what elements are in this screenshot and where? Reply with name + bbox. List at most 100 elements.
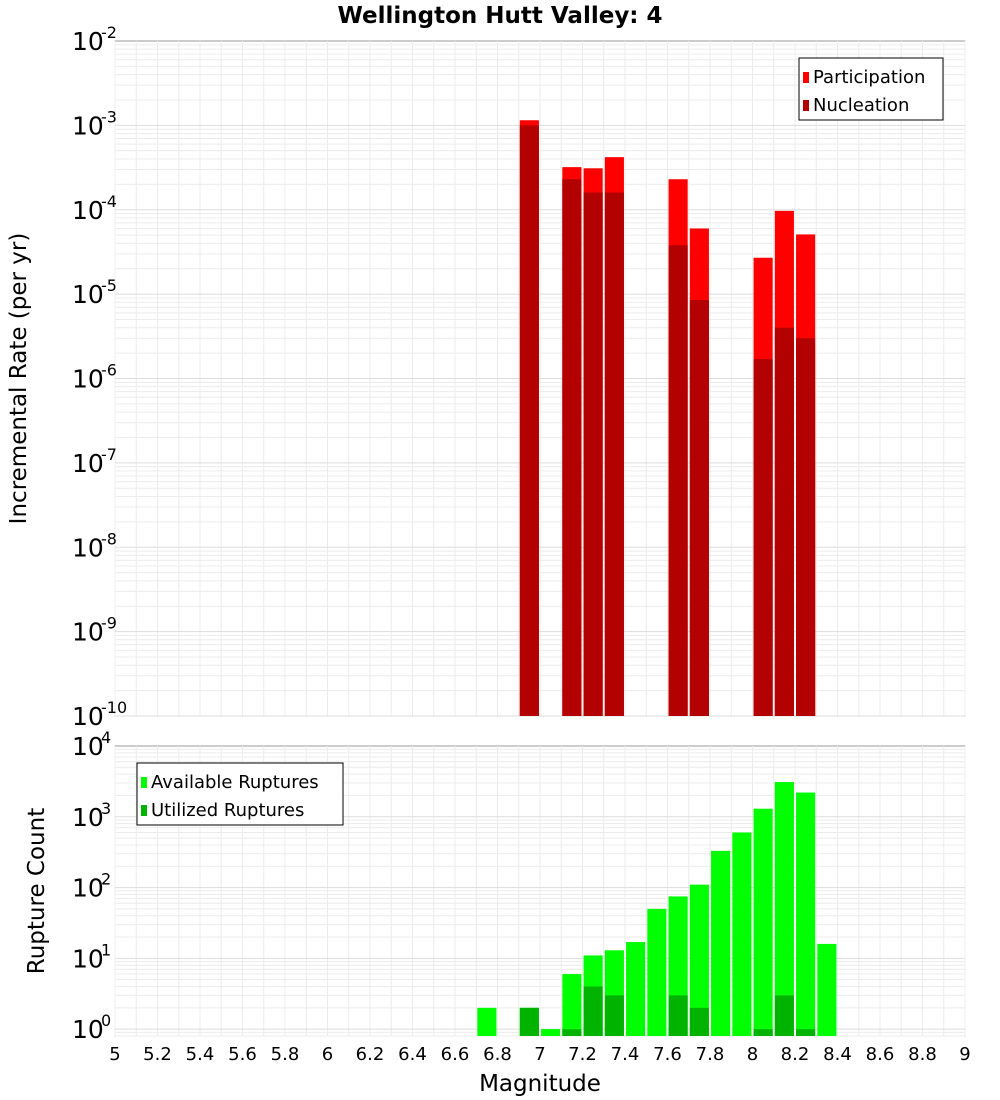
count-bar-available-ruptures [817,943,837,1036]
rate-bar-nucleation [668,245,688,717]
y-tick-exponent: 0 [101,1011,111,1030]
count-bar-utilized-ruptures [519,1007,539,1036]
count-bar-utilized-ruptures [583,986,603,1036]
rate-bar-nucleation [689,300,709,716]
y-tick-label: 10 [72,111,104,140]
x-tick-label: 7.2 [568,1044,597,1065]
y-tick-exponent: -7 [101,445,117,464]
rate-bar-nucleation [796,338,816,716]
legend-box [136,762,344,826]
x-tick-label: 5.6 [228,1044,257,1065]
legend-swatch [803,100,809,111]
x-tick-labels: 5 5.2 5.4 5.6 5.8 6 6.2 6.4 6.6 6.8 7 7.2 7.4 7.6 7.8 8… [109,1044,970,1065]
legend-swatch [141,805,147,816]
count-bar-available-ruptures [647,908,667,1036]
y-tick-exponent: -10 [101,698,127,717]
legend: Participation Nucleation [798,57,944,121]
x-tick-label: 6 [322,1044,333,1065]
rate-bar-nucleation [562,179,582,716]
y-axis-label: Rupture Count [24,808,50,974]
bars [477,782,837,1036]
count-bar-available-ruptures [541,1029,561,1036]
x-tick-label: 5 [109,1044,120,1065]
participation-nucleation-panel: 10-1010-910-810-710-610-510-410-310-2Inc… [6,23,966,731]
x-tick-label: 7.6 [653,1044,682,1065]
legend-label: Available Ruptures [151,772,319,793]
count-bar-utilized-ruptures [689,1007,709,1036]
y-tick-label: 10 [72,702,104,731]
y-tick-label: 10 [72,449,104,478]
y-tick-exponent: -3 [101,107,117,126]
x-tick-label: 8.2 [781,1044,810,1065]
legend-label: Nucleation [813,95,909,116]
rate-bar-nucleation [753,359,773,716]
count-bar-available-ruptures [732,832,752,1036]
x-tick-label: 8.4 [823,1044,852,1065]
x-tick-label: 6.8 [483,1044,512,1065]
y-tick-label: 10 [72,732,104,761]
rate-bar-nucleation [519,125,539,716]
count-bar-utilized-ruptures [774,995,794,1036]
y-tick-exponent: -2 [101,23,117,42]
y-tick-label: 10 [72,874,104,903]
legend: Available Ruptures Utilized Ruptures [136,762,344,826]
y-tick-label: 10 [72,618,104,647]
legend-swatch [141,777,147,788]
count-bar-available-ruptures [477,1007,497,1036]
count-bar-available-ruptures [562,974,582,1036]
x-tick-label: 8 [747,1044,758,1065]
y-tick-exponent: -6 [101,361,117,380]
legend-label: Utilized Ruptures [151,800,304,821]
count-bar-utilized-ruptures [562,1029,582,1036]
y-tick-label: 10 [72,196,104,225]
x-tick-label: 6.2 [356,1044,385,1065]
legend-swatch [803,72,809,83]
x-tick-label: 8.6 [866,1044,895,1065]
count-bar-available-ruptures [626,942,646,1036]
count-bar-available-ruptures [753,808,773,1036]
legend-box [798,57,944,121]
x-tick-label: 5.8 [271,1044,300,1065]
x-tick-label: 7 [534,1044,545,1065]
y-tick-exponent: -9 [101,614,117,633]
count-bar-utilized-ruptures [753,1029,773,1036]
y-tick-exponent: 4 [101,728,111,747]
y-tick-label: 10 [72,27,104,56]
chart-title: Wellington Hutt Valley: 4 [337,3,662,29]
x-axis-label: Magnitude [479,1071,601,1097]
legend-label: Participation [813,67,925,88]
count-bar-available-ruptures [689,884,709,1036]
count-bar-utilized-ruptures [604,995,624,1036]
rate-bar-nucleation [583,192,603,717]
y-tick-exponent: -8 [101,529,117,548]
y-tick-exponent: 3 [101,799,111,818]
bars [519,120,816,717]
y-tick-exponent: 1 [101,940,111,959]
y-tick-label: 10 [72,533,104,562]
count-bar-utilized-ruptures [796,1029,816,1036]
x-tick-label: 7.8 [696,1044,725,1065]
y-tick-label: 10 [72,280,104,309]
rate-bar-nucleation [774,327,794,716]
x-tick-label: 5.2 [143,1044,172,1065]
y-tick-label: 10 [72,944,104,973]
x-tick-label: 8.8 [908,1044,937,1065]
y-tick-label: 10 [72,365,104,394]
y-tick-exponent: 2 [101,870,111,889]
x-tick-label: 9 [959,1044,970,1065]
y-tick-exponent: -4 [101,192,117,211]
x-tick-label: 6.6 [441,1044,470,1065]
x-tick-label: 6.4 [398,1044,427,1065]
y-tick-exponent: -5 [101,276,117,295]
y-tick-label: 10 [72,803,104,832]
rate-bar-nucleation [604,192,624,717]
count-bar-available-ruptures [711,850,731,1036]
x-tick-label: 5.4 [186,1044,215,1065]
count-bar-available-ruptures [774,782,794,1036]
y-tick-label: 10 [72,1015,104,1044]
count-bar-utilized-ruptures [668,995,688,1036]
